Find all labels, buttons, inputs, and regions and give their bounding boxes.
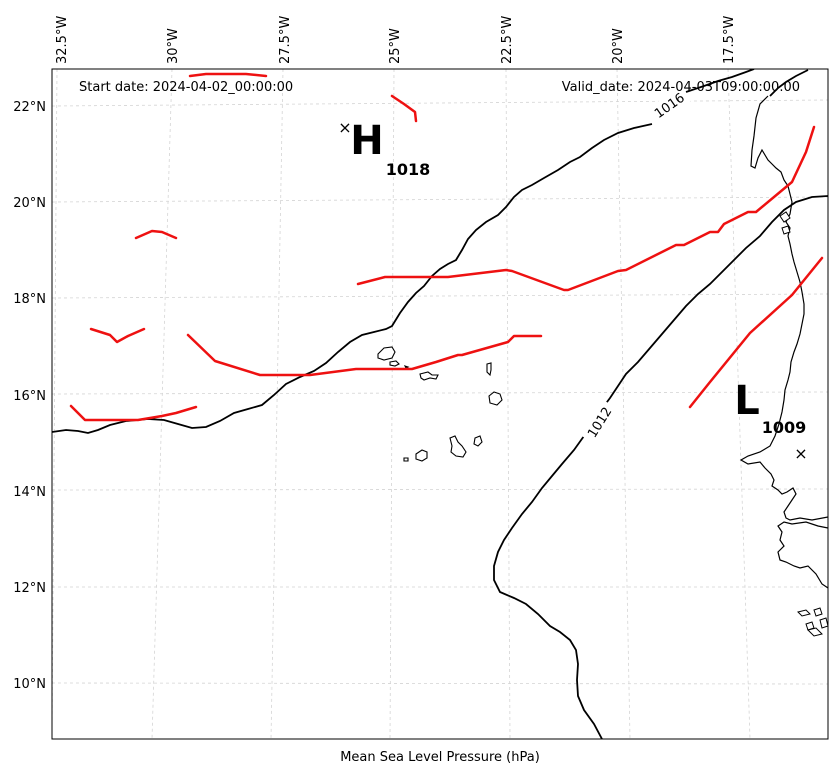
island-fogo [415,449,428,462]
trough-5 [356,125,816,292]
gridline-lat-22 [52,99,828,107]
lat-label-18: 18°N [13,292,46,307]
lon-tick-labels: 32.5°W 30°W 27.5°W 25°W 22.5°W 20°W 17.5… [55,16,737,64]
high-center-value: 1018 [386,160,431,179]
lat-label-16: 16°N [13,389,46,404]
isobar-label-bg-1016 [646,85,692,125]
gridline-lon-17-5 [727,69,751,739]
trough-6 [688,256,824,409]
trough-2 [89,327,146,344]
island-sal [486,362,492,377]
low-center-marker: × [794,444,807,463]
gridline-lon-20 [616,69,631,739]
gridline-lon-25 [389,69,395,739]
lon-label-22-5: 22.5°W [500,16,515,64]
lon-label-30: 30°W [166,28,181,64]
trough-4 [186,333,543,377]
gridline-lat-16 [52,391,828,395]
island-bijagos-2 [813,607,823,617]
high-center-symbol: H [350,118,383,164]
gridline-lat-18 [52,293,828,299]
low-center-symbol: L [734,378,760,424]
trough-3 [69,404,198,422]
island-santo-antao [377,346,396,361]
island-boa-vista [488,391,503,406]
trough-lines [69,72,824,422]
gridline-lat-10 [52,682,828,685]
gridline-lat-14 [52,488,828,491]
island-santa-luzia [403,365,410,369]
island-santiago [449,435,467,458]
island-sao-vicente [389,360,400,367]
isobar-label-bg-1012 [580,399,618,445]
lat-label-12: 12°N [13,581,46,596]
lat-tick-labels: 22°N 20°N 18°N 16°N 14°N 12°N 10°N [13,100,46,692]
gridline-lon-22-5 [505,69,511,739]
lat-label-22: 22°N [13,100,46,115]
lat-label-10: 10°N [13,677,46,692]
isobar-1012 [493,195,828,739]
isobar-1016-tail [685,69,755,93]
lon-label-20: 20°W [611,28,626,64]
valid-date-label: Valid_date: 2024-04-03T09:00:00.00 [562,80,800,95]
island-maio [473,435,483,447]
island-brava [403,457,409,462]
x-axis-title: Mean Sea Level Pressure (hPa) [340,750,540,765]
island-bijagos-4 [807,627,823,637]
islet-coast-2 [781,225,791,235]
lon-label-25: 25°W [388,28,403,64]
high-center-marker: × [338,118,351,137]
trough-top [188,72,268,78]
lon-label-27-5: 27.5°W [278,16,293,64]
lon-label-32-5: 32.5°W [55,16,70,64]
island-sao-nicolau [419,371,439,381]
gridline-lon-30 [151,69,173,739]
map-frame [51,68,829,740]
trough-1 [134,229,178,240]
lat-label-20: 20°N [13,196,46,211]
lon-label-17-5: 17.5°W [722,16,737,64]
isobar-1016 [52,123,653,434]
island-bijagos-1 [797,609,811,617]
gridlines [52,69,828,739]
trough-7 [390,94,418,123]
gridline-lon-32-5 [52,69,58,739]
island-bijagos-5 [819,617,828,629]
isobar-upper-right [769,69,809,97]
start-date-label: Start date: 2024-04-02_00:00:00 [79,80,293,95]
islet-coast-1 [779,211,791,223]
low-center-value: 1009 [762,418,807,437]
gridline-lon-27-5 [270,69,284,739]
lat-label-14: 14°N [13,485,46,500]
africa-coastline [739,95,828,589]
